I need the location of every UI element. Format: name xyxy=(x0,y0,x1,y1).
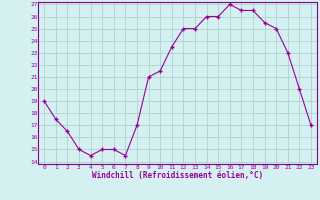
X-axis label: Windchill (Refroidissement éolien,°C): Windchill (Refroidissement éolien,°C) xyxy=(92,171,263,180)
